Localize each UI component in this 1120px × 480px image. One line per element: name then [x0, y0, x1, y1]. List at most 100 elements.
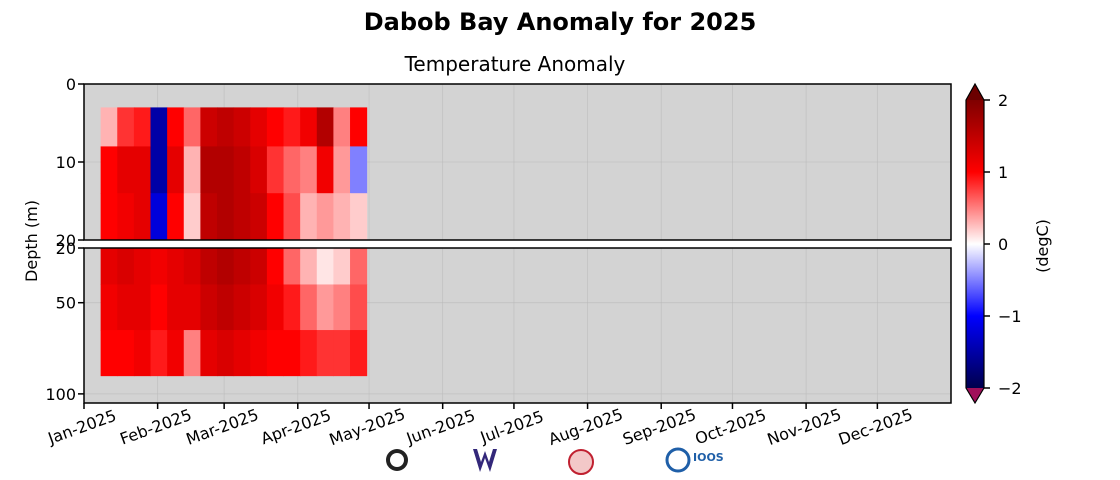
- colorbar-tick-label: 2: [998, 91, 1008, 110]
- colorbar-label: (degC): [1033, 219, 1052, 273]
- heatmap-cell: [150, 107, 168, 147]
- heatmap-cell: [300, 330, 318, 377]
- heatmap-cell: [133, 107, 152, 147]
- heatmap-cell: [316, 107, 334, 147]
- heatmap-cell: [316, 330, 334, 377]
- heatmap-cell: [117, 146, 135, 194]
- x-tick-label: Apr-2025: [258, 405, 333, 448]
- heatmap-cell: [283, 146, 301, 194]
- colorbar-tick-label: −2: [998, 379, 1022, 398]
- heatmap-cell: [150, 284, 168, 331]
- logo: [665, 447, 691, 473]
- colorbar-over: [966, 84, 984, 100]
- y-tick-label: 10: [56, 153, 76, 172]
- heatmap-cell: [350, 107, 368, 147]
- heatmap-cell: [250, 248, 268, 285]
- heatmap-cell: [150, 193, 168, 240]
- heatmap-cell: [100, 248, 118, 285]
- x-tick-label: May-2025: [327, 404, 408, 449]
- heatmap-cell: [167, 330, 185, 377]
- plot-frame: [83, 247, 952, 404]
- heatmap-cell: [200, 284, 218, 331]
- heatmap-cell: [233, 193, 251, 240]
- x-tick-label: Jan-2025: [44, 406, 118, 449]
- heatmap-cell: [167, 146, 185, 194]
- heatmap-cell: [266, 284, 285, 331]
- heatmap-cell: [333, 330, 351, 377]
- heatmap-cell: [133, 284, 152, 331]
- split-gap: [85, 241, 950, 247]
- colorbar-tick-label: 0: [998, 235, 1008, 254]
- heatmap-cell: [217, 107, 235, 147]
- heatmap-cell: [117, 284, 135, 331]
- heatmap-cell: [200, 193, 218, 240]
- heatmap-cell: [266, 330, 285, 377]
- heatmap-cell: [117, 330, 135, 377]
- heatmap-cell: [333, 193, 351, 240]
- heatmap-cell: [100, 146, 118, 194]
- heatmap-cell: [333, 146, 351, 194]
- heatmap-cell: [150, 330, 168, 377]
- heatmap-cell: [250, 284, 268, 331]
- heatmap-cell: [283, 330, 301, 377]
- heatmap-cell: [150, 248, 168, 285]
- heatmap-cell: [316, 146, 334, 194]
- heatmap-cell: [300, 146, 318, 194]
- heatmap-cell: [100, 193, 118, 240]
- heatmap-cell: [233, 284, 251, 331]
- x-tick-label: Dec-2025: [836, 405, 915, 449]
- heatmap-cell: [183, 330, 201, 377]
- y-tick-label: 100: [45, 385, 76, 404]
- heatmap-cell: [233, 330, 251, 377]
- y-tick-label: 50: [56, 294, 76, 313]
- x-tick-label: Feb-2025: [117, 405, 194, 448]
- heatmap-cell: [200, 107, 218, 147]
- heatmap-cell: [167, 107, 185, 147]
- heatmap-cell: [283, 284, 301, 331]
- heatmap-cell: [350, 248, 368, 285]
- heatmap-cell: [217, 248, 235, 285]
- x-tick-label: Aug-2025: [546, 405, 626, 449]
- x-tick-label: Sep-2025: [620, 405, 699, 449]
- heatmap-cell: [183, 248, 201, 285]
- y-axis-label: Depth (m): [22, 200, 41, 282]
- heatmap-cell: [117, 193, 135, 240]
- heatmap-cell: [266, 107, 285, 147]
- heatmap-cell: [350, 193, 368, 240]
- heatmap-cell: [117, 248, 135, 285]
- colorbar-under: [966, 388, 984, 403]
- heatmap-cell: [283, 107, 301, 147]
- logo-text: IOOS: [693, 451, 724, 464]
- heatmap-cell: [100, 330, 118, 377]
- heatmap-cell: [133, 330, 152, 377]
- heatmap-cell: [217, 193, 235, 240]
- x-tick-label: Nov-2025: [765, 405, 844, 449]
- heatmap-cell: [117, 107, 135, 147]
- heatmap-cell: [217, 330, 235, 377]
- heatmap-cell: [183, 193, 201, 240]
- heatmap-cell: [250, 107, 268, 147]
- chart-title: Dabob Bay Anomaly for 2025: [364, 8, 757, 36]
- x-tick-label: Jun-2025: [403, 406, 478, 449]
- heatmap-cell: [233, 248, 251, 285]
- heatmap-cell: [133, 193, 152, 240]
- heatmap-cell: [150, 146, 168, 194]
- heatmap-cell: [167, 248, 185, 285]
- y-tick-label: 20: [56, 239, 76, 258]
- heatmap-cell: [183, 284, 201, 331]
- heatmap-cell: [133, 248, 152, 285]
- logos: IOOS: [386, 447, 724, 475]
- heatmap-cell: [250, 330, 268, 377]
- heatmap-cell: [200, 248, 218, 285]
- heatmap-cell: [200, 146, 218, 194]
- colorbar-tick-label: −1: [998, 307, 1022, 326]
- heatmap-cell: [283, 248, 301, 285]
- heatmap-cell: [300, 248, 318, 285]
- heatmap-cell: [250, 146, 268, 194]
- heatmap-cell: [350, 284, 368, 331]
- heatmap-cell: [266, 193, 285, 240]
- heatmap-cell: [100, 284, 118, 331]
- heatmap-cell: [300, 107, 318, 147]
- colorbar: [966, 100, 984, 388]
